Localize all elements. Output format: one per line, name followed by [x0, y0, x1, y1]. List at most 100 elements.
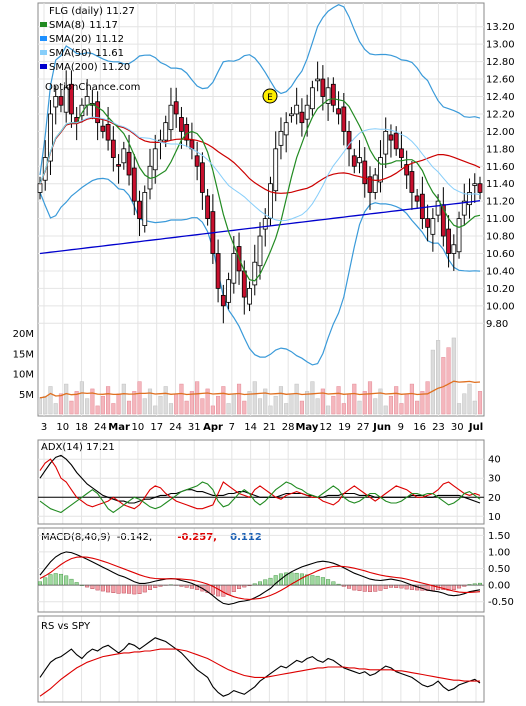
volume-bar	[200, 398, 205, 415]
candle-body	[325, 87, 331, 104]
volume-bar	[226, 403, 231, 415]
price-tick-label: 13.00	[486, 40, 515, 51]
macd-histogram-bar	[373, 584, 378, 592]
macd-histogram-bar	[368, 584, 373, 592]
candle-body	[220, 294, 226, 307]
price-tick-label: 11.80	[486, 144, 515, 155]
volume-bar	[362, 391, 367, 415]
macd-histogram-bar	[43, 577, 48, 586]
rs-lines	[39, 637, 481, 697]
macd-histogram-bar	[116, 584, 121, 594]
price-panel: 13.20 13.00 12.80 12.60 12.40 12.20 12.00 11.80…	[13, 2, 515, 702]
candle-body	[215, 253, 221, 289]
volume-bar	[116, 393, 121, 415]
candle-body	[194, 155, 200, 167]
volume-bar	[158, 395, 163, 415]
volume-bar	[257, 398, 263, 415]
macd-histogram-bar	[137, 584, 142, 594]
volume-axis: 20M 15M 10M 5M	[13, 329, 34, 401]
candle-body	[414, 195, 420, 202]
macd-histogram-bar	[90, 584, 95, 589]
volume-bar	[331, 395, 336, 415]
candle-body	[283, 122, 289, 136]
macd-histogram	[38, 572, 484, 597]
adx-grid	[38, 458, 484, 517]
indicator-tick-label: 0.50	[488, 564, 510, 575]
series-line--di	[39, 481, 481, 514]
candle-body	[451, 244, 457, 254]
volume-bar	[195, 381, 200, 415]
candle-body	[461, 200, 467, 216]
volume-bar	[247, 391, 252, 415]
candle-body	[467, 192, 472, 206]
volume-bar	[236, 383, 242, 415]
volume-bar	[53, 403, 58, 415]
volume-bar	[467, 383, 472, 415]
macd-histogram-bar	[326, 579, 331, 586]
adx-title: ADX(14) 17.21	[41, 442, 115, 453]
volume-bar	[284, 403, 289, 415]
date-tick-label: Jun	[372, 422, 391, 433]
macd-histogram-bar	[320, 577, 325, 586]
volume-bar	[106, 386, 111, 415]
bollinger-bands	[39, 4, 481, 366]
macd-histogram-bar	[53, 573, 58, 586]
candle-body	[262, 218, 268, 230]
volume-bar	[425, 381, 430, 415]
candle-body	[69, 83, 74, 115]
volume-bar	[43, 395, 48, 415]
date-tick-label: 17	[150, 422, 163, 433]
series-line-rs	[39, 637, 481, 697]
date-tick-label: 7	[229, 422, 235, 433]
volume-bar	[58, 393, 64, 415]
macd-histogram-bar	[451, 584, 456, 590]
candle-body	[226, 279, 231, 303]
price-tick-label: 10.60	[486, 249, 515, 260]
candle-body	[383, 130, 389, 155]
volume-bar	[37, 397, 43, 415]
date-tick-label: 18	[75, 422, 88, 433]
candle-body	[289, 113, 294, 117]
legend-swatch	[40, 22, 47, 27]
volume-bar	[168, 403, 174, 415]
indicator-tick-label: 0.00	[488, 581, 510, 592]
indicator-tick-label: -0.50	[488, 597, 514, 608]
volume-bar	[163, 386, 168, 415]
candle-body	[341, 106, 347, 132]
macd-histogram-bar	[38, 581, 43, 586]
candle-body	[268, 183, 273, 220]
macd-histogram-bar	[331, 581, 336, 586]
candle-body	[168, 104, 174, 131]
earnings-marker-circle	[262, 88, 278, 104]
watermark: OptionChance.com	[45, 82, 140, 93]
candle-body	[367, 176, 373, 193]
candle-body	[409, 171, 415, 193]
candle-body	[315, 78, 321, 82]
series-line-signal	[39, 556, 481, 600]
volume-bar	[305, 391, 310, 415]
macd-histogram-bar	[127, 584, 132, 594]
date-tick-label: 24	[169, 422, 182, 433]
macd-histogram-bar	[226, 584, 231, 595]
chart-title: FLG (daily) 11.27	[49, 6, 135, 17]
date-tick-label: 19	[338, 422, 351, 433]
volume-bar	[472, 400, 477, 415]
candle-body	[199, 162, 205, 193]
macd-histogram-bar	[69, 578, 74, 586]
candle-body	[84, 96, 90, 106]
volume-bar	[221, 386, 226, 415]
candle-body	[320, 78, 326, 97]
volume-bar	[378, 388, 383, 415]
volume-bar	[320, 388, 325, 415]
legend-label: SMA(200)	[49, 62, 98, 73]
macd-histogram-bar	[315, 575, 320, 586]
candle-body	[446, 228, 451, 254]
series-line-macd	[39, 551, 481, 605]
date-tick-label: 10	[132, 422, 145, 433]
indicator-tick-label: 40	[488, 455, 501, 466]
macd-histogram-bar	[378, 584, 383, 591]
macd-histogram-bar	[457, 584, 462, 589]
volume-tick-label: 20M	[13, 329, 34, 340]
macd-histogram-bar	[231, 584, 236, 592]
